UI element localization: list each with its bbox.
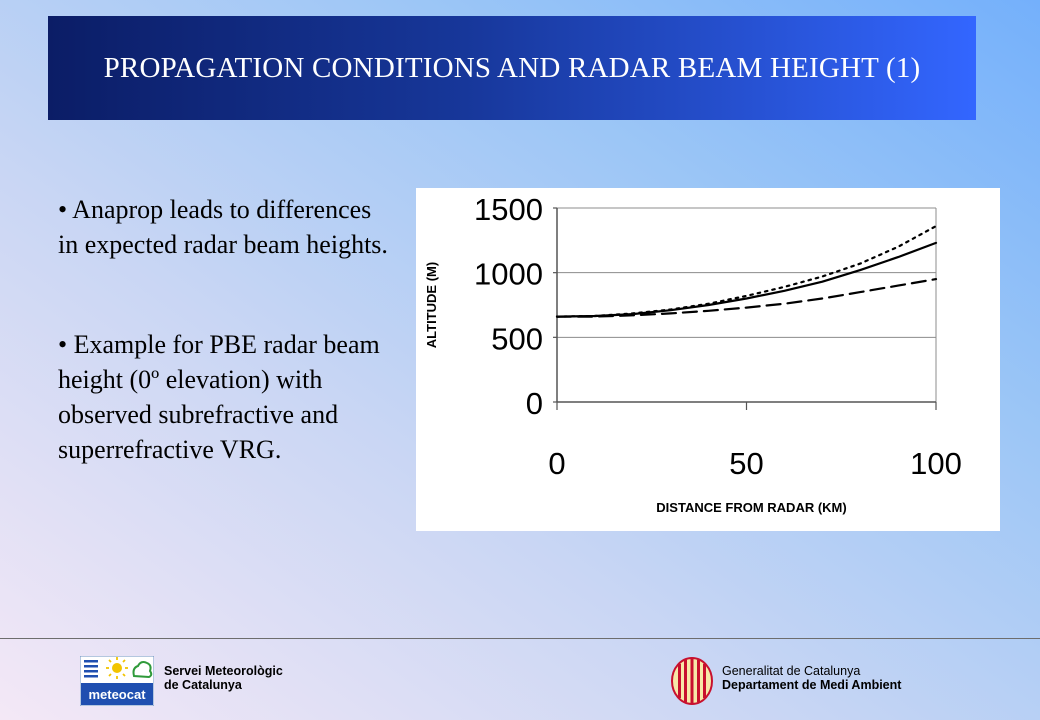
bullet-item: • Anaprop leads to differences in expect… [58,195,388,259]
y-tick-label: 1500 [474,192,543,227]
generalitat-line-2: Departament de Medi Ambient [722,678,902,692]
x-tick-label: 0 [548,446,565,481]
series-line-dotted [555,224,938,318]
chart-panel: 0 500 1000 1500 0 50 100 ALTITUDE (M) DISTANCE F… [416,188,1000,531]
meteocat-logo-text: meteocat [88,687,146,702]
beam-height-chart: 0 500 1000 1500 0 50 100 ALTITUDE (M) DISTANCE F… [424,192,962,515]
y-axis-title: ALTITUDE (M) [424,262,439,348]
meteocat-logo: meteocat [79,655,155,707]
x-tick-label: 50 [729,446,763,481]
servei-line-2: de Catalunya [164,678,242,692]
series-line-dashed [555,277,938,318]
title-bar: PROPAGATION CONDITIONS AND RADAR BEAM HE… [48,16,976,120]
x-axis-title: DISTANCE FROM RADAR (KM) [656,500,846,515]
slide-title: PROPAGATION CONDITIONS AND RADAR BEAM HE… [103,51,921,84]
generalitat-org-name: Generalitat de Catalunya Departament de … [722,664,901,692]
y-tick-label: 500 [491,321,543,356]
x-tick-label: 100 [910,446,962,481]
generalitat-line-1: Generalitat de Catalunya [722,664,861,678]
footer-divider [0,638,1040,639]
y-tick-label: 0 [526,386,543,421]
servei-org-name: Servei Meteorològic de Catalunya [164,664,283,692]
servei-line-1: Servei Meteorològic [164,664,283,678]
series-line-solid [555,241,938,318]
bullet-list: • Anaprop leads to differences in expect… [58,192,398,532]
generalitat-seal [670,656,714,706]
y-tick-label: 1000 [474,257,543,292]
bullet-item: • Example for PBE radar beam height (0º … [58,330,380,464]
